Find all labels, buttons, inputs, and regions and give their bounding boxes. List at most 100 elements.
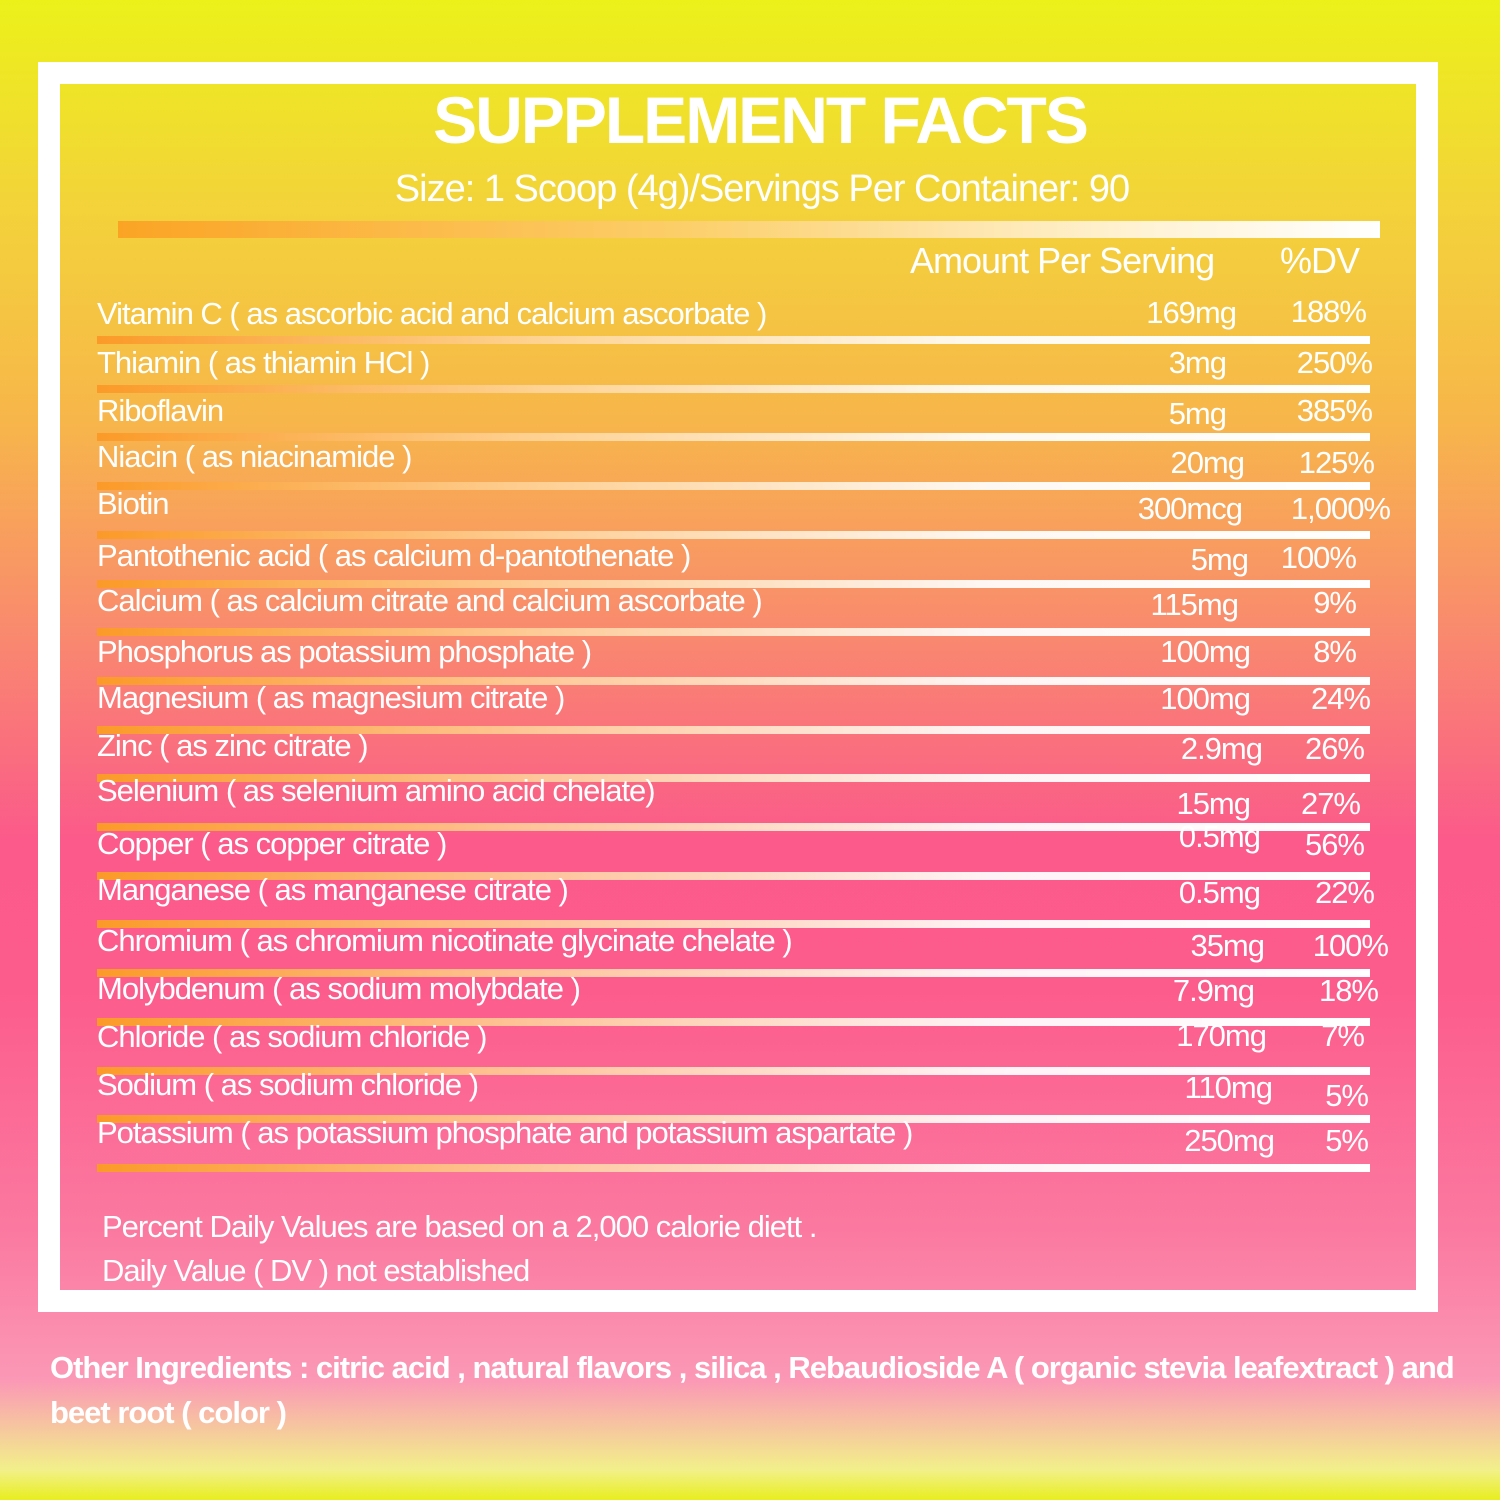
nutrient-name: Riboflavin [97,393,224,429]
nutrient-name: Vitamin C ( as ascorbic acid and calcium… [97,296,767,331]
nutrient-dv: 250% [1296,344,1373,380]
nutrient-dv: 5% [1325,1122,1369,1158]
nutrient-amount: 250mg [1184,1122,1275,1158]
nutrient-row: Manganese ( as manganese citrate ) 0.5mg 2… [0,872,1500,930]
amount-column-header: Amount Per Serving [910,240,1215,281]
row-divider [97,1115,1370,1124]
nutrient-amount: 0.5mg [1178,875,1261,911]
nutrient-name: Chromium ( as chromium nicotinate glycin… [97,923,793,959]
nutrient-row: Magnesium ( as magnesium citrate ) 100mg 2… [0,680,1500,736]
nutrient-name: Biotin [97,485,170,521]
row-divider [97,1066,1370,1075]
nutrient-amount: 0.5mg [1178,818,1261,854]
nutrient-amount: 20mg [1170,445,1245,481]
nutrient-row: Vitamin C ( as ascorbic acid and calcium… [0,294,1500,346]
nutrient-dv: 125% [1298,445,1375,481]
nutrient-row: Potassium ( as potassium phosphate and p… [0,1115,1500,1174]
row-divider [97,579,1370,588]
nutrient-row: Riboflavin 5mg 385% [0,393,1500,443]
row-divider [97,482,1370,491]
nutrient-amount: 3mg [1168,344,1227,380]
nutrient-dv: 22% [1314,875,1375,911]
nutrient-amount: 169mg [1146,295,1237,330]
footnote: Percent Daily Values are based on a 2,00… [102,1205,817,1293]
nutrient-dv: 18% [1318,972,1379,1008]
row-divider [97,433,1370,442]
nutrient-row: Biotin 300mcg 1,000% [0,486,1500,541]
nutrient-amount: 7.9mg [1172,972,1255,1008]
nutrient-dv: 8% [1313,633,1357,669]
nutrient-row: Chloride ( as sodium chloride ) 170mg 7% [0,1018,1500,1077]
nutrient-amount: 115mg [1150,587,1239,623]
nutrient-dv: 24% [1310,680,1371,716]
nutrient-dv: 188% [1290,294,1367,329]
row-divider [97,1163,1370,1172]
footnote-not-established: Daily Value ( DV ) not established [102,1253,530,1288]
title-divider [118,221,1380,238]
nutrient-name: Chloride ( as sodium chloride ) [97,1018,487,1054]
other-ingredients: Other Ingredients : citric acid , natura… [50,1350,1455,1430]
nutrient-name: Magnesium ( as magnesium citrate ) [97,679,565,715]
nutrient-dv: 5% [1325,1078,1369,1114]
panel-title: SUPPLEMENT FACTS [433,83,1089,157]
row-divider [97,725,1370,734]
nutrient-row: Phosphorus as potassium phosphate ) 100mg… [0,633,1500,687]
row-divider [97,871,1370,880]
nutrient-name: Manganese ( as manganese citrate ) [97,872,569,908]
nutrient-name: Molybdenum ( as sodium molybdate ) [97,970,581,1006]
nutrient-amount: 300mcg [1137,490,1243,526]
label-frame [38,62,1438,1312]
nutrient-name: Selenium ( as selenium amino acid chelat… [97,773,656,808]
dv-column-header: %DV [1280,240,1360,281]
nutrient-dv: 27% [1300,786,1361,821]
nutrient-dv: 100% [1280,539,1357,575]
serving-size: Size: 1 Scoop (4g)/Servings Per Containe… [394,168,1130,210]
nutrient-row: Thiamin ( as thiamin HCl ) 3mg 250% [0,345,1500,395]
nutrient-amount: 2.9mg [1180,731,1263,767]
nutrient-name: Sodium ( as sodium chloride ) [97,1067,479,1103]
nutrient-row: Niacin ( as niacinamide ) 20mg 125% [0,439,1500,492]
nutrient-amount: 100mg [1160,680,1251,716]
nutrient-dv: 7% [1321,1017,1365,1053]
row-divider [97,823,1370,831]
nutrient-row: Zinc ( as zinc citrate ) 2.9mg 26% [0,728,1500,784]
nutrient-dv: 9% [1313,585,1357,621]
nutrient-row: Molybdenum ( as sodium molybdate ) 7.9mg 1… [0,971,1500,1028]
nutrient-row: Calcium ( as calcium citrate and calcium… [0,583,1500,638]
row-divider [97,336,1370,344]
row-divider [97,384,1370,393]
row-divider [97,920,1370,929]
nutrient-row: Pantothenic acid ( as calcium d-pantothe… [0,537,1500,590]
nutrient-dv: 56% [1304,826,1365,862]
nutrient-name: Calcium ( as calcium citrate and calcium… [97,583,763,619]
nutrient-row: Copper ( as copper citrate ) 0.5mg 56% [0,819,1500,882]
row-divider [97,1017,1370,1026]
nutrient-amount: 35mg [1190,928,1265,964]
nutrient-name: Niacin ( as niacinamide ) [97,439,412,475]
nutrient-row: Sodium ( as sodium chloride ) 110mg 5% [0,1067,1500,1125]
nutrient-amount: 15mg [1176,786,1251,821]
nutrient-row: Chromium ( as chromium nicotinate glycin… [0,923,1500,979]
nutrient-amount: 5mg [1168,396,1227,432]
nutrient-amount: 110mg [1184,1070,1273,1106]
row-divider [97,530,1370,539]
footnote-daily-values: Percent Daily Values are based on a 2,00… [102,1209,817,1244]
nutrient-dv: 385% [1296,393,1373,429]
nutrient-dv: 26% [1304,731,1365,767]
nutrient-name: Thiamin ( as thiamin HCl ) [97,344,430,380]
nutrient-dv: 1,000% [1290,490,1391,526]
nutrient-name: Potassium ( as potassium phosphate and p… [97,1114,913,1150]
nutrient-name: Zinc ( as zinc citrate ) [97,728,369,764]
nutrient-row: Selenium ( as selenium amino acid chelat… [0,773,1500,833]
row-divider [97,628,1370,637]
nutrient-amount: 170mg [1176,1017,1267,1053]
nutrient-dv: 100% [1312,928,1389,964]
nutrient-name: Pantothenic acid ( as calcium d-pantothe… [97,537,691,573]
row-divider [97,774,1370,783]
nutrient-amount: 100mg [1160,633,1251,669]
row-divider [97,676,1370,685]
nutrient-amount: 5mg [1190,541,1249,577]
row-divider [97,969,1370,978]
nutrient-name: Copper ( as copper citrate ) [97,825,447,861]
nutrient-name: Phosphorus as potassium phosphate ) [97,633,592,669]
